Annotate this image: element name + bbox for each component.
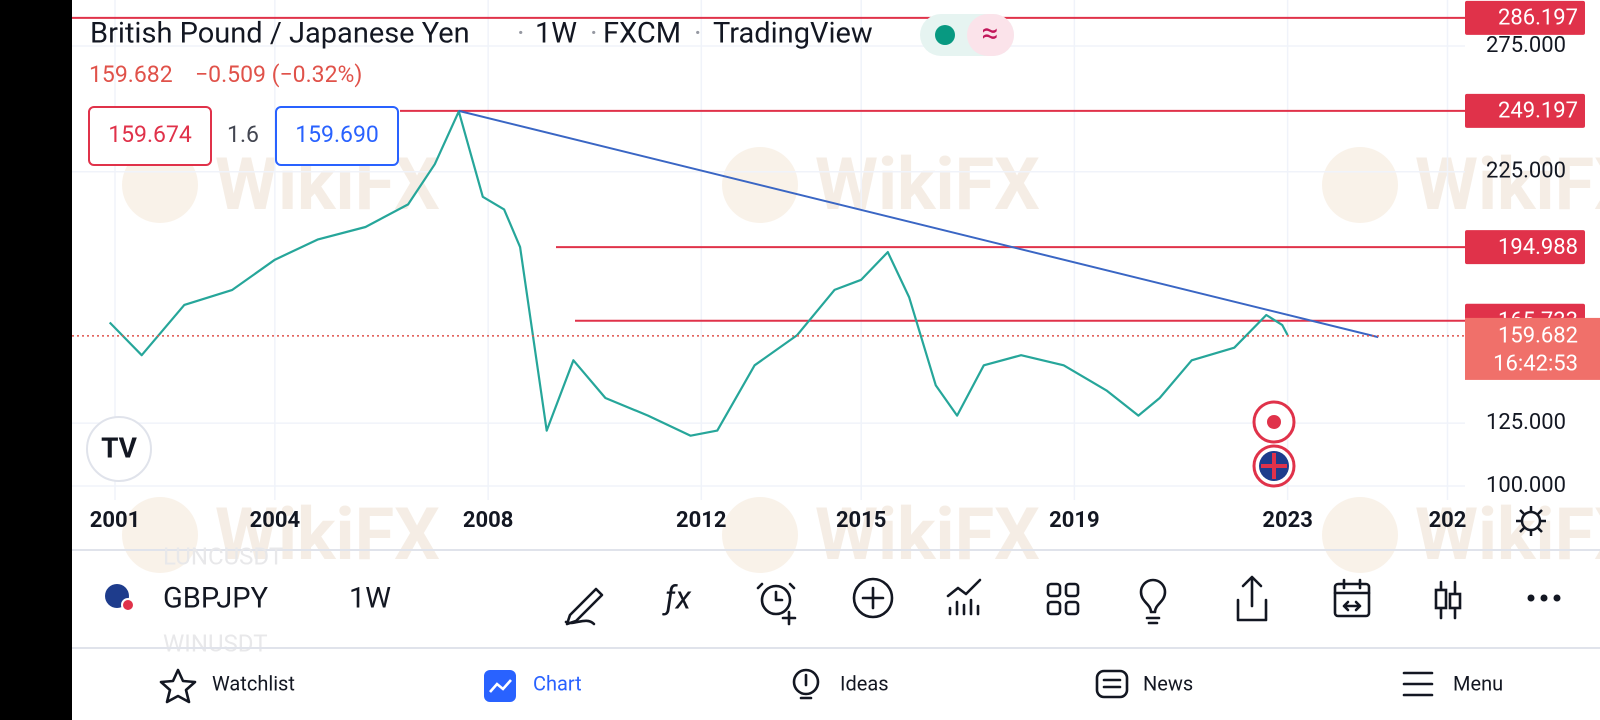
- news-icon-lines: [1102, 678, 1122, 689]
- chart-icon-line: [489, 679, 512, 693]
- source: TradingView: [713, 17, 873, 51]
- watermark: WikiFX: [815, 142, 1040, 227]
- market-status: [967, 14, 1014, 56]
- x-tick-label: 202: [1429, 508, 1467, 533]
- watermark-logo: [1322, 147, 1398, 223]
- level-label: 249.197: [1498, 99, 1578, 124]
- y-tick-label: 225.000: [1486, 159, 1566, 184]
- more: [1540, 594, 1548, 602]
- last-price: 159.682: [89, 61, 173, 88]
- symbol-flag-small: [121, 598, 135, 612]
- menu-icon: [1402, 671, 1434, 697]
- separator: ·: [517, 17, 525, 51]
- interval: 1W: [535, 17, 577, 51]
- trendline: [458, 109, 1379, 339]
- share[interactable]: [1236, 575, 1268, 622]
- spread: 1.6: [227, 121, 259, 148]
- watermark-logo: [722, 497, 798, 573]
- watermark: WikiFX: [215, 492, 440, 577]
- layouts: [1064, 582, 1080, 598]
- settings-icon[interactable]: [1520, 510, 1542, 532]
- x-tick-label: 2015: [836, 508, 887, 533]
- date-range[interactable]: [1333, 582, 1371, 618]
- more: [1553, 594, 1561, 602]
- date-range-arrows: [1333, 578, 1371, 612]
- layouts[interactable]: [1046, 582, 1062, 598]
- y-tick-label: 275.000: [1486, 33, 1566, 58]
- last-price-label: 159.682: [1498, 324, 1578, 349]
- watermark-logo: [1322, 497, 1398, 573]
- draw-tool[interactable]: [564, 587, 604, 626]
- alert[interactable]: [760, 584, 792, 616]
- layouts: [1046, 600, 1062, 616]
- tv-logo-mark: TV: [101, 431, 138, 464]
- last-price-bg: [1465, 317, 1600, 380]
- level-label: 286.197: [1498, 6, 1578, 31]
- x-tick-label: 2012: [676, 508, 727, 533]
- watermark-logo: [122, 497, 198, 573]
- ideas-icon: [792, 668, 820, 696]
- left-bezel: [0, 0, 72, 720]
- level-label-bg: [1465, 230, 1585, 265]
- add[interactable]: [852, 577, 894, 619]
- countdown: 16:42:53: [1493, 352, 1578, 377]
- x-tick-label: 2023: [1262, 508, 1313, 533]
- add-plus: [861, 586, 885, 610]
- level-label-bg: [1465, 0, 1585, 35]
- x-tick-label: 2008: [463, 508, 514, 533]
- nav-item[interactable]: Ideas: [840, 671, 889, 695]
- nav-item[interactable]: Watchlist: [212, 671, 295, 695]
- ideas-tool[interactable]: [1139, 578, 1167, 625]
- indicators[interactable]: ƒx: [662, 578, 692, 616]
- status-dot: [935, 25, 955, 45]
- x-tick-label: 2004: [250, 508, 301, 533]
- tv-logo[interactable]: [86, 416, 152, 482]
- layouts: [1064, 600, 1080, 616]
- compare[interactable]: [946, 578, 982, 616]
- level-label: 194.988: [1498, 235, 1578, 260]
- price-change: −0.509 (−0.32%): [195, 61, 362, 88]
- nav-item[interactable]: News: [1143, 671, 1193, 695]
- nav-item-active[interactable]: Chart: [533, 671, 582, 695]
- candle: [1434, 588, 1448, 610]
- y-tick-label: 125.000: [1486, 410, 1566, 435]
- ghost-symbol: WINUSDT: [163, 629, 268, 657]
- settings-rays: [1516, 506, 1546, 536]
- uk-flag-cross: [1261, 453, 1287, 479]
- watermark: WikiFX: [1415, 142, 1600, 227]
- toolbar-icons: ƒx: [564, 575, 1561, 626]
- toolbar-symbol[interactable]: GBPJPY: [163, 582, 269, 616]
- price-line: [108, 110, 1289, 437]
- watermark: WikiFX: [1415, 492, 1600, 577]
- plot: 2001 2004 2008 2012 2015 2019 2023 202 100.000 12…: [72, 0, 1600, 533]
- buy-price: 159.690: [295, 121, 379, 148]
- ghost-symbol: LUNCUSDT: [163, 542, 283, 570]
- symbol-title: British Pound / Japanese Yen: [90, 17, 470, 51]
- nav-item[interactable]: Menu: [1453, 671, 1503, 695]
- watermarks: WikiFXWikiFXWikiFXWikiFXWikiFXWikiFX: [122, 142, 1600, 577]
- alert-plus: [756, 582, 797, 626]
- sell-button[interactable]: [88, 106, 212, 166]
- more[interactable]: [1527, 594, 1535, 602]
- news-icon: [1095, 669, 1129, 699]
- ideas-icon-stem: [799, 673, 813, 700]
- x-tick-label: 2019: [1049, 508, 1100, 533]
- x-tick-label: 2001: [90, 508, 141, 533]
- separator: ·: [590, 17, 598, 51]
- watermark: WikiFX: [815, 492, 1040, 577]
- sell-price: 159.674: [108, 121, 192, 148]
- exchange: FXCM: [603, 17, 681, 51]
- level-label-bg: [1465, 93, 1585, 128]
- toolbar-interval[interactable]: 1W: [349, 582, 391, 616]
- status-icon: ≈: [982, 16, 999, 51]
- buy-button[interactable]: [275, 106, 399, 166]
- event-dot: [1267, 415, 1281, 429]
- y-tick-label: 100.000: [1486, 473, 1566, 498]
- separator: ·: [694, 17, 702, 51]
- candle: [1448, 592, 1462, 610]
- watchlist-icon: [159, 668, 197, 704]
